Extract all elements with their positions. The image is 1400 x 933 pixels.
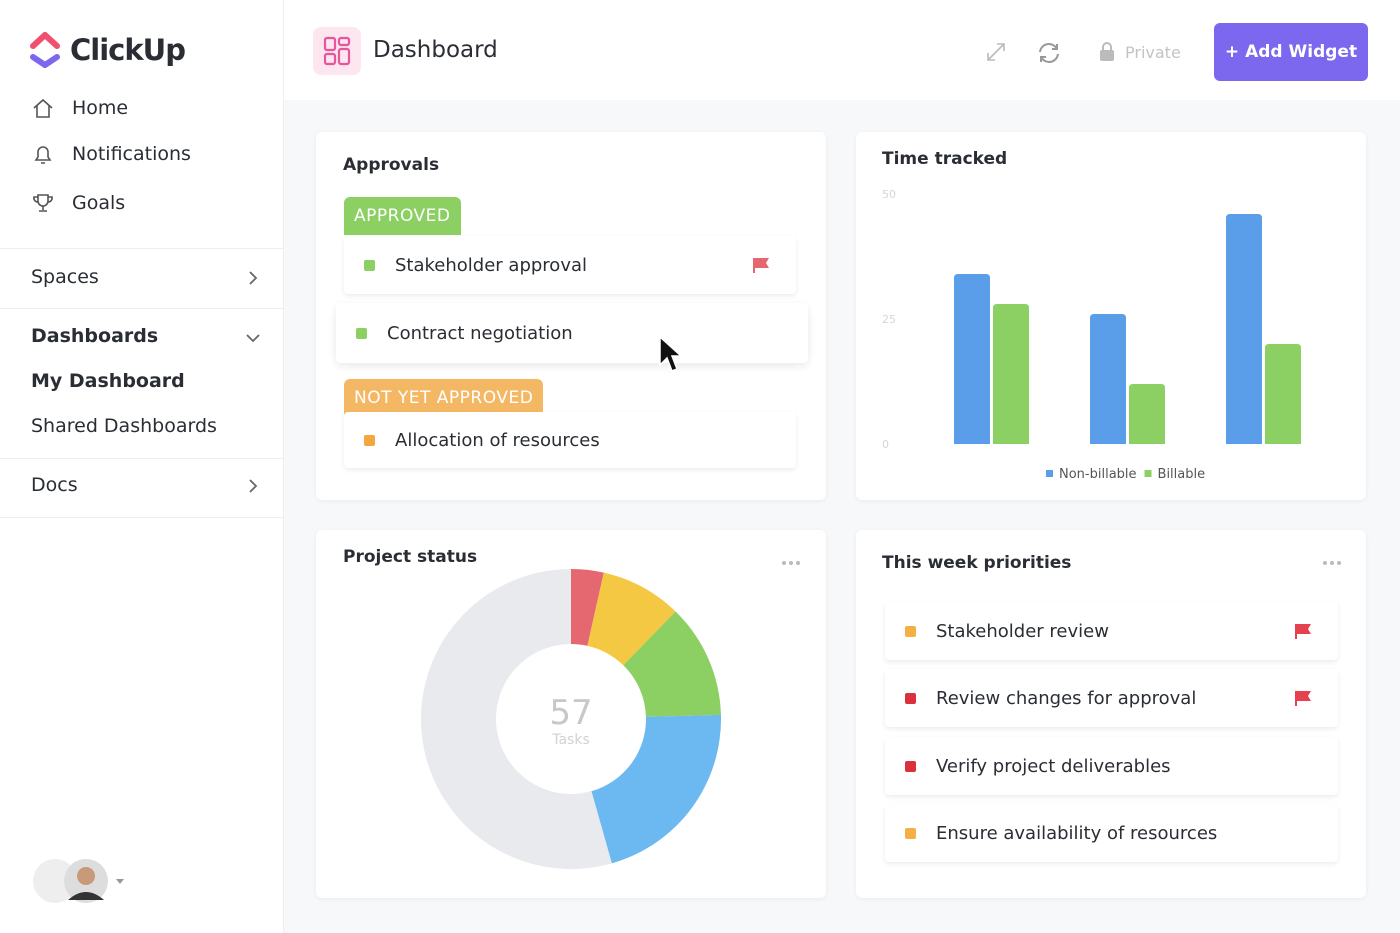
approval-item[interactable]: Allocation of resources: [344, 412, 796, 468]
priority-item[interactable]: Stakeholder review: [885, 602, 1338, 660]
more-button[interactable]: [782, 561, 800, 565]
legend-swatch: [1046, 470, 1053, 477]
status-badge: APPROVED: [344, 197, 461, 235]
divider: [0, 458, 283, 459]
center-label: Tasks: [551, 732, 590, 748]
brand: ClickUp: [70, 33, 186, 67]
nav-label: Home: [72, 97, 129, 119]
chevron: [249, 479, 258, 493]
status-dot: [364, 259, 375, 271]
bar: [1090, 314, 1126, 444]
card-title: Approvals: [343, 155, 440, 175]
card-title: Project status: [343, 547, 477, 567]
bar-chart: Time tracked 0 25 50 Non-billable Billable: [882, 149, 1301, 482]
status-dot: [905, 827, 916, 839]
docs[interactable]: Docs: [31, 474, 78, 496]
pie-segment: [591, 714, 721, 864]
y-tick-label: 0: [882, 438, 889, 451]
icon: [33, 98, 53, 118]
legend-label: Billable: [1158, 467, 1206, 482]
approvals-card: Approvals APPROVED Stakeholder approval …: [316, 132, 826, 500]
pie-segment: [587, 572, 676, 666]
divider: [0, 517, 283, 518]
approval-item[interactable]: Contract negotiation: [336, 303, 808, 363]
status-badge: NOT YET APPROVED: [344, 379, 544, 417]
legend-label: Non-billable: [1059, 467, 1137, 482]
add-widget-button[interactable]: + Add Widget: [1214, 23, 1368, 81]
nav-home[interactable]: Home: [32, 97, 128, 119]
header: Dashboard Private + Add Widget: [284, 0, 1400, 100]
nav-notifications[interactable]: Notifications: [32, 143, 191, 165]
flag: [753, 258, 769, 273]
bar: [1226, 214, 1262, 444]
icon: [33, 194, 53, 212]
bar: [1129, 384, 1165, 444]
status-dot: [905, 760, 916, 772]
logo: [30, 32, 60, 68]
dashboard-icon: [313, 27, 361, 75]
priority-item[interactable]: Verify project deliverables: [885, 737, 1338, 795]
pie-segment: [571, 569, 604, 646]
time-tracked-card: Time tracked 0 25 50 Non-billable Billable: [856, 132, 1366, 500]
more-button[interactable]: [1322, 560, 1342, 566]
y-tick-label: 25: [882, 313, 896, 326]
item-label: Review changes for approval: [936, 687, 1197, 709]
priority-item[interactable]: Ensure availability of resources: [885, 804, 1338, 862]
nav-label: Goals: [72, 192, 126, 214]
dashboards[interactable]: Dashboards: [31, 325, 159, 347]
flag: [1295, 691, 1311, 706]
expand-button[interactable]: [984, 40, 1008, 64]
divider: [0, 248, 283, 249]
approval-item[interactable]: Stakeholder approval: [344, 236, 796, 294]
item-label: Verify project deliverables: [936, 755, 1171, 777]
chevron: [246, 334, 260, 343]
y-tick-label: 50: [882, 188, 896, 201]
priority-item[interactable]: Review changes for approval: [885, 669, 1338, 727]
page-title: Dashboard: [373, 37, 498, 63]
bar: [993, 304, 1029, 444]
item-label: Allocation of resources: [395, 429, 600, 451]
bar: [1265, 344, 1301, 444]
nav-label: Notifications: [72, 143, 191, 165]
pie-segment: [623, 611, 721, 717]
spaces[interactable]: Spaces: [31, 266, 99, 288]
dashboard-item[interactable]: Shared Dashboards: [31, 415, 217, 437]
lock-icon: [1100, 42, 1114, 61]
status-dot: [905, 692, 916, 704]
legend-swatch: [1144, 470, 1152, 477]
item-label: Stakeholder review: [936, 620, 1109, 642]
item-label: Ensure availability of resources: [936, 822, 1218, 844]
priorities-card: This week priorities Stakeholder review …: [856, 530, 1366, 898]
card-title: Time tracked: [882, 149, 1007, 169]
center-value: 57: [549, 693, 592, 733]
private-label[interactable]: Private: [1125, 43, 1181, 62]
chevron: [249, 271, 258, 285]
project-status-card: Project status 57 Tasks: [316, 530, 826, 898]
dashboard-item[interactable]: My Dashboard: [31, 370, 185, 392]
pie-segment: [421, 569, 612, 869]
divider: [0, 308, 283, 309]
avatar[interactable]: [30, 856, 130, 906]
sidebar: ClickUp Home Notifications Goals Spaces …: [0, 0, 284, 933]
status-dot: [356, 327, 367, 339]
icon: [34, 146, 52, 164]
cursor: [659, 335, 683, 372]
item-label: Stakeholder approval: [395, 254, 587, 276]
nav-goals[interactable]: Goals: [32, 192, 125, 214]
status-dot: [905, 625, 916, 637]
card-title: This week priorities: [882, 553, 1072, 573]
item-label: Contract negotiation: [387, 322, 573, 344]
bar: [954, 274, 990, 444]
flag: [1295, 624, 1311, 639]
refresh-button[interactable]: [1036, 40, 1062, 66]
status-dot: [364, 434, 375, 446]
